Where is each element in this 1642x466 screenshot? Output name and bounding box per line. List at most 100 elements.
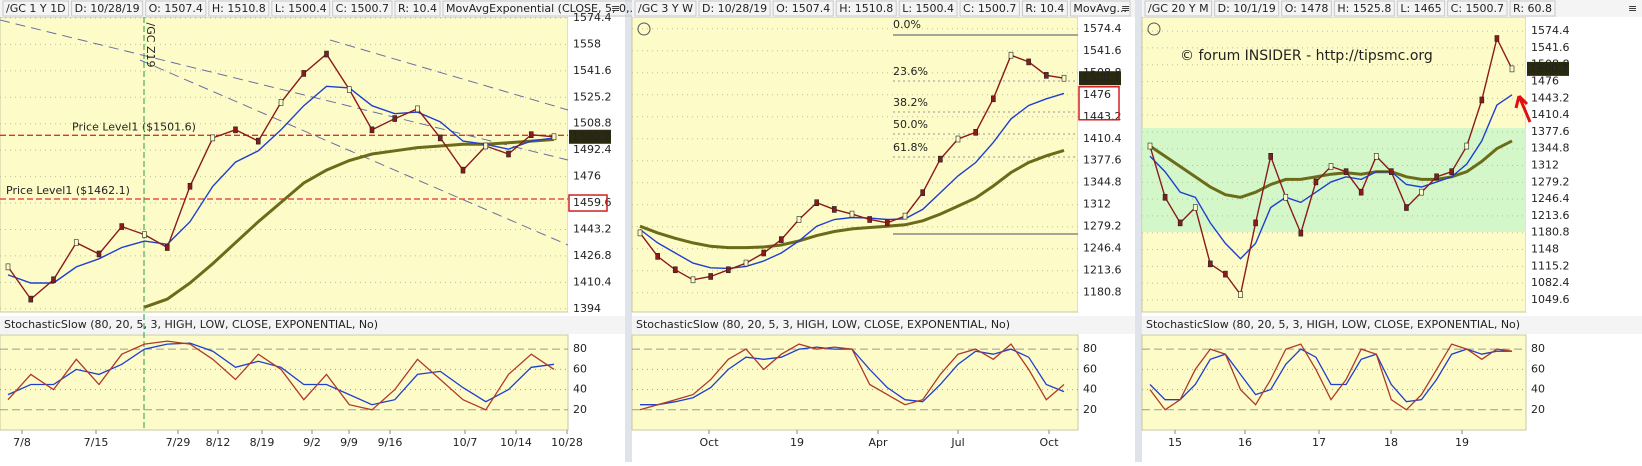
candle [690,276,696,284]
candle [1223,270,1228,278]
stochastic-d [1149,348,1512,403]
menu-icon: ≡ [1628,2,1637,15]
fib-label: 61.8% [893,141,928,154]
y-tick-label: 1410.4 [1531,108,1570,121]
y-tick-label: 1213.6 [1531,209,1570,222]
header-field-box [835,0,897,17]
candle [51,276,56,284]
header-bar [632,0,1135,17]
candle [1373,153,1379,160]
candle [1404,204,1409,211]
candle [5,263,11,271]
contract-label: /GC Z19 [144,23,157,68]
y-tick-label: 1492.4 [573,143,612,156]
separator [625,0,632,462]
study-title: StochasticSlow (80, 20, 5, 3, HIGH, LOW,… [636,318,1010,331]
candle [1343,168,1349,175]
price-pane [631,16,1079,313]
header-field-box [634,0,697,17]
y-tick-label: 1443.2 [573,222,612,235]
header-field: R: 10.4 [1025,2,1064,15]
header-field-box [772,0,834,17]
x-tick-label: 10/28 [551,436,583,449]
header-field-box [1281,0,1332,17]
study-tick-label: 60 [573,362,587,375]
candle [814,199,819,207]
header-field-box [2,0,70,17]
candle [483,142,489,150]
candle [1147,142,1153,150]
candle [324,50,329,58]
y-tick-label: 1574.4 [573,11,612,24]
candle [1464,142,1470,150]
last-price-box [569,129,611,144]
candle [1389,168,1394,175]
y-tick-label: 1377.6 [1083,154,1122,167]
candle [392,115,398,122]
y-tick-label: 1410.4 [573,275,612,288]
price-axis [1078,17,1135,312]
x-tick-label: 9/16 [378,436,403,449]
candle [528,131,534,138]
x-tick-label: 17 [1312,436,1326,449]
candle [255,137,261,145]
candle [796,216,802,223]
stochastic-k [639,343,1065,411]
candle [1449,168,1454,175]
header-field-box [1447,0,1508,17]
x-tick-label: 7/15 [84,436,109,449]
y-tick-label: 1476 [573,170,601,183]
fib-label: 50.0% [893,118,928,131]
channel-line [0,19,569,161]
candle [1313,178,1319,186]
candle [1509,65,1515,73]
fib-label: 38.2% [893,96,928,109]
header-field: H: 1525.8 [1337,2,1391,15]
x-tick-label: 16 [1238,436,1252,449]
channel-line [139,59,569,246]
y-tick-label: 1312 [1531,159,1559,172]
x-tick-label: Oct [1039,436,1059,449]
y-tick-label: 1410.4 [1083,132,1122,145]
header-field: MovAvgExponential (CLOSE, 5, 0,... [446,2,640,15]
header-field-box [1396,0,1446,17]
candle [1008,51,1014,59]
y-tick-label: 1246.4 [1083,242,1122,255]
y-tick-label: 1508.8 [573,117,612,130]
x-tick-label: 19 [1455,436,1469,449]
study-tick-label: 20 [1083,403,1097,416]
candle [920,189,925,196]
candle [210,134,216,142]
price-level-label: Price Level1 ($1501.6) [72,120,196,133]
header-field-box [394,0,441,17]
candle [1494,35,1500,42]
candle [849,210,855,218]
candle [1328,163,1334,170]
menu-icon: ≡ [1121,2,1130,15]
stochastic-d [7,342,555,406]
x-tick-label: Jul [950,436,964,449]
header-field-box [698,0,771,17]
header-field: R: 60.8 [1513,2,1552,15]
candle [301,70,307,77]
study-tick-label: 20 [1531,403,1545,416]
last-price-label: 1500.7 [572,130,611,143]
x-tick-label: 9/2 [303,436,321,449]
y-tick-label: 1426.8 [573,249,612,262]
x-tick-label: 8/12 [206,436,231,449]
candle [726,266,731,274]
candle [1026,58,1031,66]
study-tick-label: 80 [1531,342,1545,355]
moving-average [7,85,555,284]
moving-average [639,92,1065,270]
study-tick-label: 40 [1083,383,1097,396]
candle [506,150,511,158]
header-field: R: 10.4 [398,2,437,15]
header-field-box [959,0,1020,17]
y-tick-label: 1525.2 [573,90,612,103]
study-header-bar [0,316,625,334]
study-tick-label: 40 [1531,383,1545,396]
candle [1268,153,1273,160]
candle [551,133,557,141]
candle [1177,219,1183,227]
